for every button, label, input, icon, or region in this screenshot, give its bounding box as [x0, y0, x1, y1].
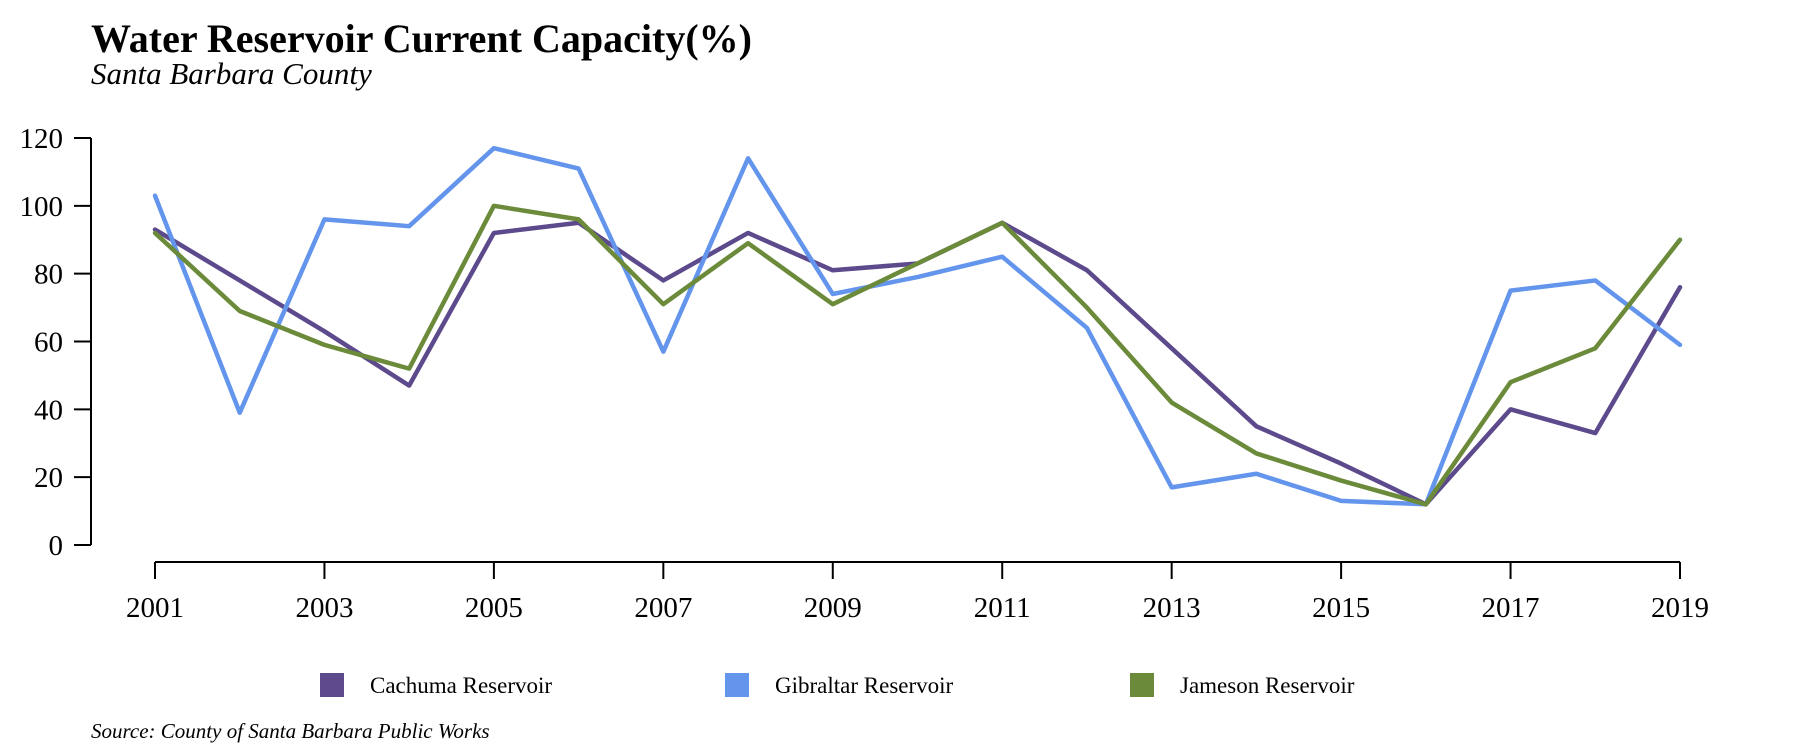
- legend-label-gibraltar-reservoir: Gibraltar Reservoir: [775, 673, 954, 698]
- y-tick-label: 0: [49, 530, 64, 562]
- series-lines: [152, 145, 1683, 507]
- x-tick-label: 2001: [126, 592, 184, 624]
- series-line-gibraltar-reservoir: [152, 145, 1683, 507]
- chart-title: Water Reservoir Current Capacity(%): [91, 16, 752, 61]
- x-tick-label: 2003: [295, 592, 353, 624]
- x-tick-label: 2011: [974, 592, 1031, 624]
- x-tick-label: 2005: [465, 592, 523, 624]
- y-tick-label: 80: [34, 259, 63, 291]
- x-tick-label: 2019: [1651, 592, 1709, 624]
- legend-label-jameson-reservoir: Jameson Reservoir: [1180, 673, 1355, 698]
- x-tick-label: 2015: [1312, 592, 1370, 624]
- x-tick-label: 2013: [1143, 592, 1201, 624]
- legend-swatch-cachuma-reservoir: [320, 673, 344, 697]
- x-tick-label: 2007: [634, 592, 692, 624]
- y-tick-label: 120: [20, 123, 64, 155]
- y-tick-label: 40: [34, 394, 63, 426]
- source-note: Source: County of Santa Barbara Public W…: [91, 719, 490, 743]
- series-line-jameson-reservoir: [152, 203, 1683, 507]
- axes: 0 20 40 60 80 100 120 2001 2003 2005 2007 2009 2011 2…: [20, 123, 1710, 624]
- y-tick-label: 100: [20, 191, 64, 223]
- legend-label-cachuma-reservoir: Cachuma Reservoir: [370, 673, 552, 698]
- x-tick-label: 2009: [804, 592, 862, 624]
- chart-subtitle: Santa Barbara County: [91, 56, 372, 91]
- y-tick-label: 20: [34, 462, 63, 494]
- x-tick-label: 2017: [1482, 592, 1540, 624]
- y-tick-label: 60: [34, 327, 63, 359]
- legend: Cachuma Reservoir Gibraltar Reservoir Jame…: [320, 673, 1355, 698]
- legend-swatch-gibraltar-reservoir: [725, 673, 749, 697]
- legend-swatch-jameson-reservoir: [1130, 673, 1154, 697]
